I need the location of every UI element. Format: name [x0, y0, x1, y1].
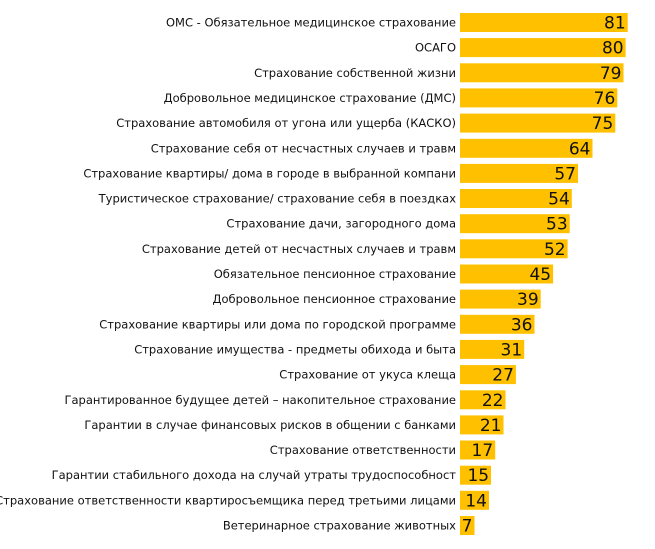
bar [460, 264, 554, 284]
bar [460, 289, 541, 309]
bar [460, 440, 496, 460]
bar [460, 88, 618, 108]
value-label: 36 [511, 315, 533, 335]
value-label: 81 [604, 14, 626, 34]
bar [460, 189, 572, 208]
value-label: 64 [569, 139, 591, 159]
category-label: Страхование детей от несчастных случаев … [142, 242, 456, 256]
bar [460, 38, 626, 58]
category-label: ОМС - Обязательное медицинское страхован… [166, 16, 456, 30]
value-label: 45 [529, 265, 551, 285]
category-label: Ветеринарное страхование животных [223, 519, 456, 533]
value-label: 31 [501, 340, 523, 360]
value-label: 27 [492, 366, 514, 386]
bars-layer [460, 13, 628, 535]
category-label: Страхование квартиры или дома по городск… [99, 317, 456, 331]
bar [460, 138, 593, 158]
category-label: Страхование от укуса клеща [279, 368, 456, 382]
value-label: 7 [462, 517, 473, 537]
bar [460, 239, 568, 259]
bar [460, 13, 628, 32]
category-label: Страхование автомобиля от угона или ущер… [116, 116, 456, 130]
category-label: Страхование себя от несчастных случаев и… [151, 141, 456, 155]
category-label: Добровольное медицинское страхование (ДМ… [164, 91, 456, 105]
value-label: 14 [465, 491, 487, 511]
bar [460, 415, 504, 435]
bar [460, 63, 624, 83]
value-label: 21 [480, 416, 502, 436]
value-label: 80 [602, 39, 624, 59]
category-label: Страхование собственной жизни [254, 66, 456, 80]
value-label: 57 [554, 164, 576, 184]
category-label: Гарантии стабильного дохода на случай ут… [52, 468, 457, 482]
category-label: Гарантированное будущее детей – накопите… [64, 393, 456, 407]
category-label: Гарантии в случае финансовых рисков в об… [84, 418, 456, 432]
value-label: 52 [544, 240, 566, 260]
category-labels-layer: ОМС - Обязательное медицинское страхован… [0, 16, 456, 533]
bar [460, 365, 516, 385]
category-label: Страхование ответственности квартиросъем… [0, 493, 456, 507]
category-label: Обязательное пенсионное страхование [214, 267, 456, 281]
bar [460, 113, 616, 133]
category-label: Туристическое страхование/ страхование с… [98, 192, 457, 206]
bar [460, 390, 506, 410]
category-label: Добровольное пенсионное страхование [212, 292, 456, 306]
category-label: Страхование ответственности [270, 443, 456, 457]
bar [460, 314, 535, 334]
category-label: Страхование имущества - предметы обихода… [134, 342, 456, 356]
category-label: Страхование дачи, загородного дома [226, 217, 456, 231]
category-label: Страхование квартиры/ дома в городе в вы… [83, 166, 456, 180]
bar [460, 339, 525, 359]
value-label: 15 [467, 466, 489, 486]
value-label: 53 [546, 215, 568, 235]
value-label: 17 [472, 441, 494, 461]
value-label: 39 [517, 290, 539, 310]
value-label: 79 [600, 64, 622, 84]
bar [460, 163, 578, 183]
category-label: ОСАГО [415, 41, 456, 55]
bar [460, 490, 489, 510]
value-label: 75 [592, 114, 614, 134]
value-label: 76 [594, 89, 616, 109]
bar [460, 214, 570, 234]
bar [460, 465, 491, 485]
value-label: 22 [482, 391, 504, 411]
bar [460, 516, 475, 535]
value-label: 54 [548, 190, 570, 210]
